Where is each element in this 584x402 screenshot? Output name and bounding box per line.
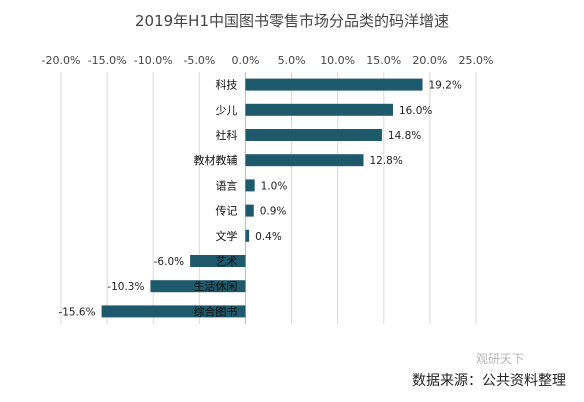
bar xyxy=(190,255,246,267)
category-label: 语言 xyxy=(215,179,237,192)
category-label: 文学 xyxy=(215,229,237,243)
bar xyxy=(150,280,246,293)
category-label: 综合图书 xyxy=(193,304,237,318)
bar xyxy=(245,204,254,217)
x-tick-label: 15.0% xyxy=(366,54,401,67)
category-label: 科技 xyxy=(215,78,237,92)
bar xyxy=(245,129,382,141)
bar xyxy=(101,305,246,318)
bar xyxy=(245,154,364,167)
category-label: 艺术 xyxy=(215,255,237,268)
category-label: 社科 xyxy=(215,128,237,142)
data-label: -15.6% xyxy=(58,306,95,318)
data-label: 14.8% xyxy=(388,130,421,142)
bar xyxy=(245,103,393,116)
source-note: 数据来源：公共资料整理 xyxy=(412,373,566,389)
bar xyxy=(245,229,250,242)
data-label: 12.8% xyxy=(369,155,402,167)
x-tick-label: 25.0% xyxy=(459,54,494,67)
data-label: 16.0% xyxy=(399,105,432,117)
bar xyxy=(245,179,255,192)
x-tick-label: -5.0% xyxy=(183,54,215,67)
data-label: 19.2% xyxy=(429,80,462,92)
x-tick-label: 10.0% xyxy=(320,54,355,67)
data-label: 0.4% xyxy=(255,231,282,243)
x-tick-label: 0.0% xyxy=(231,54,259,67)
category-label: 教材教辅 xyxy=(193,153,237,167)
x-tick-label: -20.0% xyxy=(42,54,81,67)
data-label: -6.0% xyxy=(154,256,184,268)
bar xyxy=(245,78,423,91)
x-tick-label: -10.0% xyxy=(134,54,173,67)
x-tick-label: 5.0% xyxy=(278,54,306,67)
category-label: 生活休闲 xyxy=(193,279,237,293)
x-tick-label: -15.0% xyxy=(88,54,127,67)
watermark: 观研天下 xyxy=(476,352,525,366)
category-label: 少儿 xyxy=(215,104,237,117)
data-label: 0.9% xyxy=(260,206,287,218)
data-label: -10.3% xyxy=(107,281,144,293)
data-label: 1.0% xyxy=(261,180,288,192)
x-tick-label: 20.0% xyxy=(412,54,447,67)
category-label: 传记 xyxy=(215,205,237,218)
chart-title: 2019年H1中国图书零售市场分品类的码洋增速 xyxy=(135,12,449,30)
